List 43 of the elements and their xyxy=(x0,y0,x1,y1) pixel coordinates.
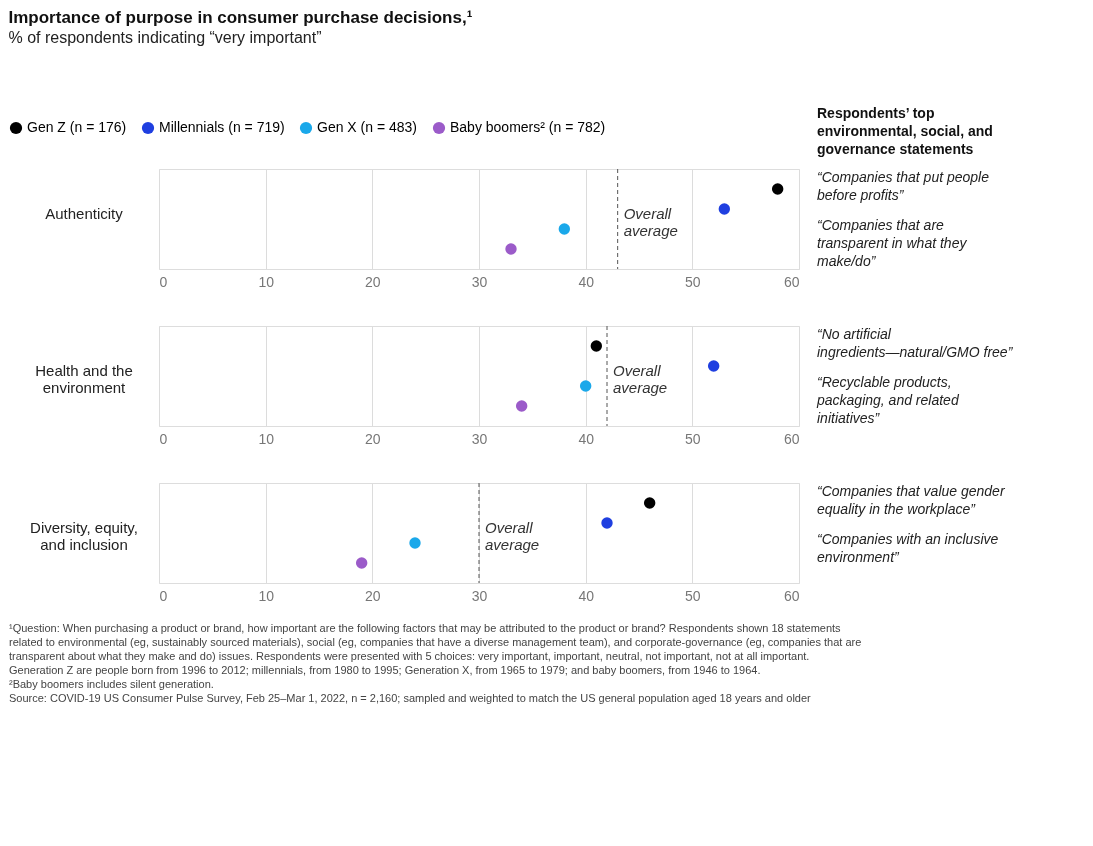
x-tick-label: 50 xyxy=(685,273,701,290)
text: ¹Question: When purchasing a product or brand, how important are the following factors that may be attributed to the product or brand? Respondents shown 18 statements related to environmental (eg, sustainably sourced materials), social (eg, companies that have a diverse management team), and corporate-governance (eg, companies that are transparent about what they make and do) issues. Respondents were presented with 5 choices: very important, important, neutral, not important, not at all important. Generation Z are people born from 1996 to 2012; millennials, from 1980 to 1995; Generation X, from 1965 to 1979; and baby boomers, from 1946 to 1964. xyxy=(9,622,862,676)
chart-title: Importance of purpose in consumer purchase decisions,¹ xyxy=(8,7,473,27)
y-tick-label: Authenticity xyxy=(45,205,124,222)
y-tick-label: Diversity, equity, and inclusion xyxy=(30,519,138,553)
x-tick-label: 50 xyxy=(685,430,701,447)
x-tick-label: 0 xyxy=(159,273,168,290)
ref-line-label: Overall average xyxy=(613,362,668,396)
legend-label: Millennials (n = 719) xyxy=(159,119,285,135)
ref-line-label: Overall average xyxy=(623,205,678,239)
x-tick-label: 10 xyxy=(258,430,275,447)
x-tick-label: 20 xyxy=(365,273,381,290)
x-tick-label: 40 xyxy=(578,430,595,447)
x-tick-label: 10 xyxy=(258,587,275,604)
text: “No artificial ingredients—natural/GMO free” xyxy=(817,326,1014,360)
x-tick-label: 60 xyxy=(783,273,800,290)
y-tick-label: Health and the environment xyxy=(35,362,133,396)
x-tick-label: 50 xyxy=(685,587,701,604)
ref-line-label: Overall average xyxy=(485,519,540,553)
x-tick-label: 0 xyxy=(159,587,168,604)
legend-label: Gen Z (n = 176) xyxy=(27,119,127,135)
x-tick-label: 40 xyxy=(578,587,595,604)
x-tick-label: 0 xyxy=(159,430,168,447)
x-tick-label: 60 xyxy=(783,430,800,447)
chart-subtitle: % of respondents indicating “very important” xyxy=(8,28,322,46)
x-tick-label: 20 xyxy=(365,430,381,447)
legend-label: Gen X (n = 483) xyxy=(317,119,418,135)
text: “Companies with an inclusive environment” xyxy=(817,531,999,565)
text: “Companies that value gender equality in the workplace” xyxy=(817,483,1006,517)
x-tick-label: 30 xyxy=(471,273,488,290)
text: “Recyclable products, packaging, and related initiatives” xyxy=(816,374,960,426)
legend-label: Baby boomers² (n = 782) xyxy=(450,119,606,135)
x-tick-label: 60 xyxy=(783,587,800,604)
x-tick-label: 30 xyxy=(471,430,488,447)
text: “Companies that put people before profits” xyxy=(817,169,990,203)
text: “Companies that are transparent in what they make/do” xyxy=(817,217,968,269)
x-tick-label: 20 xyxy=(365,587,381,604)
source-note: Source: COVID-19 US Consumer Pulse Survey, Feb 25–Mar 1, 2022, n = 2,160; sampled and weighted to match the US general population aged 18 years and older xyxy=(9,692,812,704)
x-tick-label: 10 xyxy=(258,273,275,290)
x-tick-label: 30 xyxy=(471,587,488,604)
x-tick-label: 40 xyxy=(578,273,595,290)
text: ²Baby boomers includes silent generation. xyxy=(9,678,214,690)
text: Respondents’ top environmental, social, and governance statements xyxy=(817,105,993,157)
